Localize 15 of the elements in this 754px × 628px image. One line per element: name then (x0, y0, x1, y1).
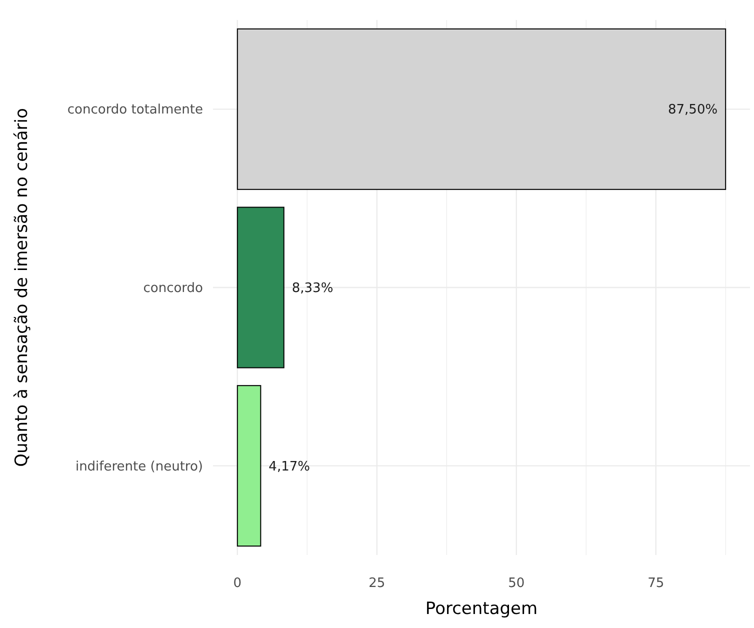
x-tick-label: 75 (648, 576, 664, 591)
x-tick-label: 50 (508, 576, 525, 591)
y-tick-label: concordo (143, 281, 204, 296)
y-tick-label: indiferente (neutro) (75, 459, 203, 474)
x-tick-label: 25 (368, 576, 386, 591)
bar (236, 206, 284, 368)
bar (236, 385, 262, 547)
data-label: 87,50% (668, 102, 718, 118)
bar (236, 28, 726, 190)
y-axis-title: Quanto à sensação de imersão no cenário (12, 108, 32, 467)
x-axis-title: Porcentagem (425, 599, 538, 619)
y-tick-label: concordo totalmente (67, 102, 203, 118)
data-label: 8,33% (292, 281, 334, 296)
data-label: 4,17% (268, 459, 310, 474)
x-tick-label: 0 (233, 576, 242, 591)
